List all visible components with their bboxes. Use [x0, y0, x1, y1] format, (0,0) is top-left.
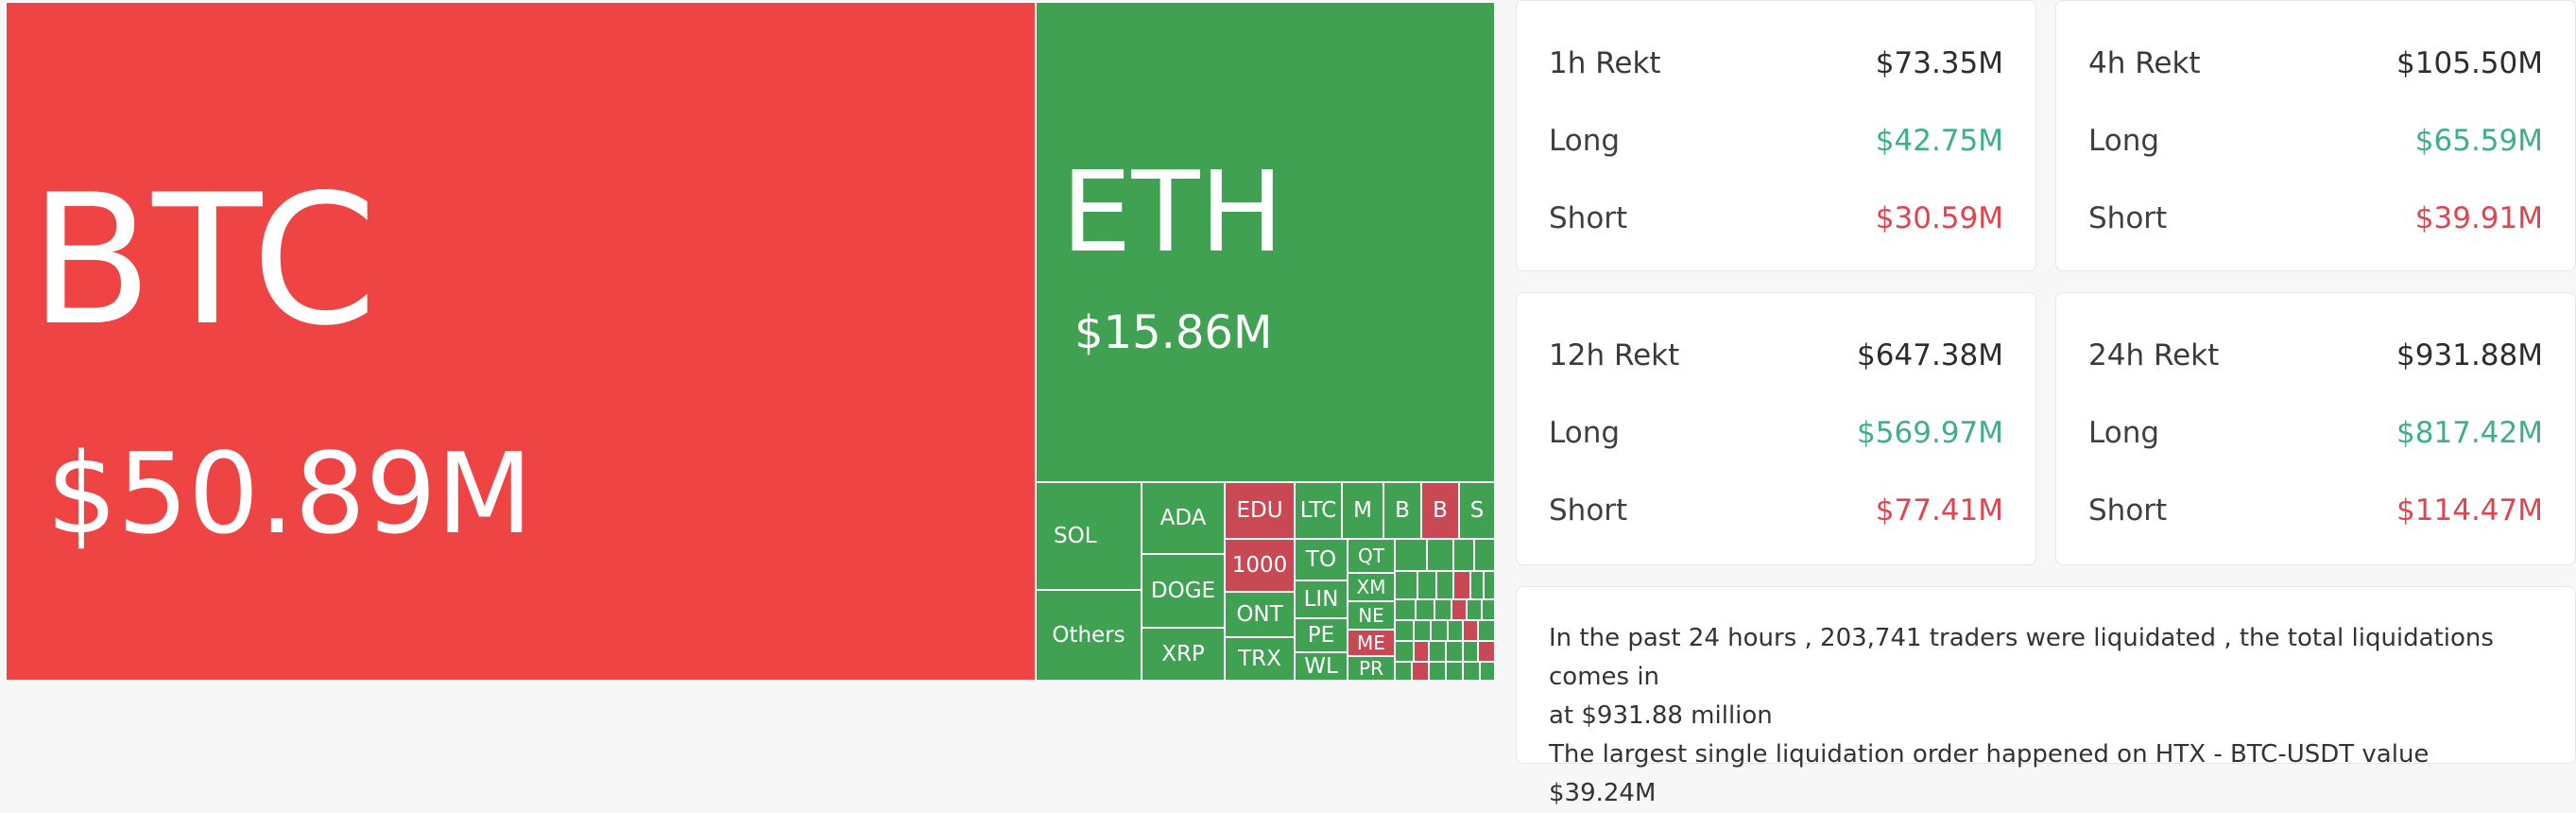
short-label: Short — [1549, 493, 1628, 528]
treemap-tile-pr[interactable]: PR — [1348, 656, 1395, 681]
long-value: $569.97M — [1857, 416, 2003, 450]
treemap-tile-tiny[interactable] — [1436, 571, 1453, 599]
treemap-tile-tiny[interactable] — [1414, 641, 1429, 662]
treemap-tile-tiny[interactable] — [1474, 539, 1495, 571]
liquidation-summary-card: In the past 24 hours , 203,741 traders w… — [1516, 586, 2576, 807]
treemap-tile-edu[interactable]: EDU — [1225, 482, 1295, 539]
treemap-tile-tiny[interactable] — [1453, 571, 1470, 599]
card-total: $647.38M — [1857, 338, 2003, 372]
treemap-tile-eth[interactable]: ETH $15.86M — [1036, 2, 1495, 482]
rekt-card-24h: 24h Rekt $931.88M Long $817.42M Short $1… — [2055, 292, 2576, 565]
summary-line: In the past 24 hours , 203,741 traders w… — [1549, 624, 2494, 691]
treemap-tile-tiny[interactable] — [1431, 620, 1448, 641]
treemap-tile-tiny[interactable] — [1446, 662, 1463, 681]
treemap-tile-ont[interactable]: ONT — [1225, 592, 1295, 637]
long-label: Long — [1549, 124, 1621, 158]
treemap-tile-tiny[interactable] — [1480, 662, 1495, 681]
rekt-card-12h: 12h Rekt $647.38M Long $569.97M Short $7… — [1516, 292, 2036, 565]
treemap-tile-tiny[interactable] — [1470, 571, 1484, 599]
treemap-tile-wl[interactable]: WL — [1295, 652, 1348, 681]
treemap-tile-m[interactable]: M — [1342, 482, 1383, 539]
treemap-tile-xm[interactable]: XM — [1348, 573, 1395, 601]
treemap-tile-tiny[interactable] — [1463, 620, 1478, 641]
short-label: Short — [2088, 493, 2168, 528]
treemap-tile-tiny[interactable] — [1478, 620, 1495, 641]
treemap-tile-1000[interactable]: 1000 — [1225, 539, 1295, 592]
treemap-tile-tiny[interactable] — [1395, 620, 1414, 641]
tile-symbol: BTC — [29, 156, 377, 365]
card-title: 24h Rekt — [2088, 338, 2220, 372]
treemap-tile-tiny[interactable] — [1478, 641, 1495, 662]
treemap-tile-tiny[interactable] — [1484, 571, 1495, 599]
treemap-tile-tiny[interactable] — [1395, 539, 1427, 571]
treemap-tile-tiny[interactable] — [1412, 662, 1429, 681]
long-value: $817.42M — [2396, 416, 2543, 450]
treemap-tile-tiny[interactable] — [1416, 599, 1434, 620]
tile-value: $50.89M — [46, 428, 533, 559]
treemap-tile-tiny[interactable] — [1414, 620, 1431, 641]
treemap-tile-pe[interactable]: PE — [1295, 618, 1348, 652]
treemap-tile-ada[interactable]: ADA — [1142, 482, 1225, 554]
treemap-tile-to[interactable]: TO — [1295, 539, 1348, 580]
treemap-tile-btc[interactable]: BTC $50.89M — [6, 2, 1036, 681]
treemap-tile-tiny[interactable] — [1417, 571, 1436, 599]
treemap-tile-others[interactable]: Others — [1036, 590, 1142, 681]
treemap-tile-b[interactable]: B — [1383, 482, 1421, 539]
treemap-tile-tiny[interactable] — [1395, 641, 1414, 662]
treemap-tile-tiny[interactable] — [1429, 641, 1446, 662]
treemap-tile-doge[interactable]: DOGE — [1142, 554, 1225, 628]
card-title: 4h Rekt — [2088, 46, 2201, 80]
short-label: Short — [2088, 201, 2168, 235]
long-value: $42.75M — [1875, 124, 2003, 158]
short-label: Short — [1549, 201, 1628, 235]
treemap-tile-tiny[interactable] — [1434, 599, 1451, 620]
treemap-tile-tiny[interactable] — [1446, 641, 1463, 662]
liquidation-treemap: BTC $50.89M ETH $15.86M SOL Others ADA D… — [0, 0, 1501, 683]
treemap-tile-xrp[interactable]: XRP — [1142, 628, 1225, 681]
treemap-tile-me[interactable]: ME — [1348, 630, 1395, 656]
short-value: $39.91M — [2414, 201, 2543, 235]
short-value: $114.47M — [2396, 493, 2543, 528]
treemap-tile-tiny[interactable] — [1463, 641, 1478, 662]
treemap-tile-tiny[interactable] — [1453, 539, 1474, 571]
treemap-tile-tiny[interactable] — [1395, 571, 1417, 599]
treemap-tile-tiny[interactable] — [1451, 599, 1467, 620]
short-value: $30.59M — [1875, 201, 2003, 235]
treemap-tile-sol[interactable]: SOL — [1036, 482, 1142, 590]
long-label: Long — [2088, 124, 2160, 158]
treemap-tile-tiny[interactable] — [1448, 620, 1463, 641]
summary-line: The largest single liquidation order hap… — [1549, 740, 2430, 807]
summary-line: at $931.88 million — [1549, 701, 1773, 730]
treemap-tile-b-red[interactable]: B — [1421, 482, 1459, 539]
card-total: $931.88M — [2396, 338, 2543, 372]
treemap-tile-ne[interactable]: NE — [1348, 601, 1395, 630]
treemap-tile-tiny[interactable] — [1395, 662, 1412, 681]
treemap-tile-ltc[interactable]: LTC — [1295, 482, 1342, 539]
card-total: $105.50M — [2396, 46, 2543, 80]
treemap-tile-tiny[interactable] — [1429, 662, 1446, 681]
long-label: Long — [1549, 416, 1621, 450]
short-value: $77.41M — [1875, 493, 2003, 528]
treemap-tile-lin[interactable]: LIN — [1295, 580, 1348, 618]
treemap-tile-trx[interactable]: TRX — [1225, 637, 1295, 681]
rekt-card-1h: 1h Rekt $73.35M Long $42.75M Short $30.5… — [1516, 0, 2036, 271]
treemap-tile-s[interactable]: S — [1459, 482, 1495, 539]
card-total: $73.35M — [1875, 46, 2003, 80]
treemap-tile-tiny[interactable] — [1427, 539, 1453, 571]
treemap-tile-tiny[interactable] — [1482, 599, 1495, 620]
tile-value: $15.86M — [1074, 306, 1273, 359]
treemap-tile-tiny[interactable] — [1467, 599, 1482, 620]
treemap-tile-qt[interactable]: QT — [1348, 539, 1395, 573]
long-label: Long — [2088, 416, 2160, 450]
treemap-tile-tiny[interactable] — [1395, 599, 1416, 620]
long-value: $65.59M — [2414, 124, 2543, 158]
treemap-tile-tiny[interactable] — [1463, 662, 1480, 681]
card-title: 1h Rekt — [1549, 46, 1661, 80]
rekt-card-4h: 4h Rekt $105.50M Long $65.59M Short $39.… — [2055, 0, 2576, 271]
card-title: 12h Rekt — [1549, 338, 1680, 372]
tile-symbol: ETH — [1061, 147, 1284, 277]
